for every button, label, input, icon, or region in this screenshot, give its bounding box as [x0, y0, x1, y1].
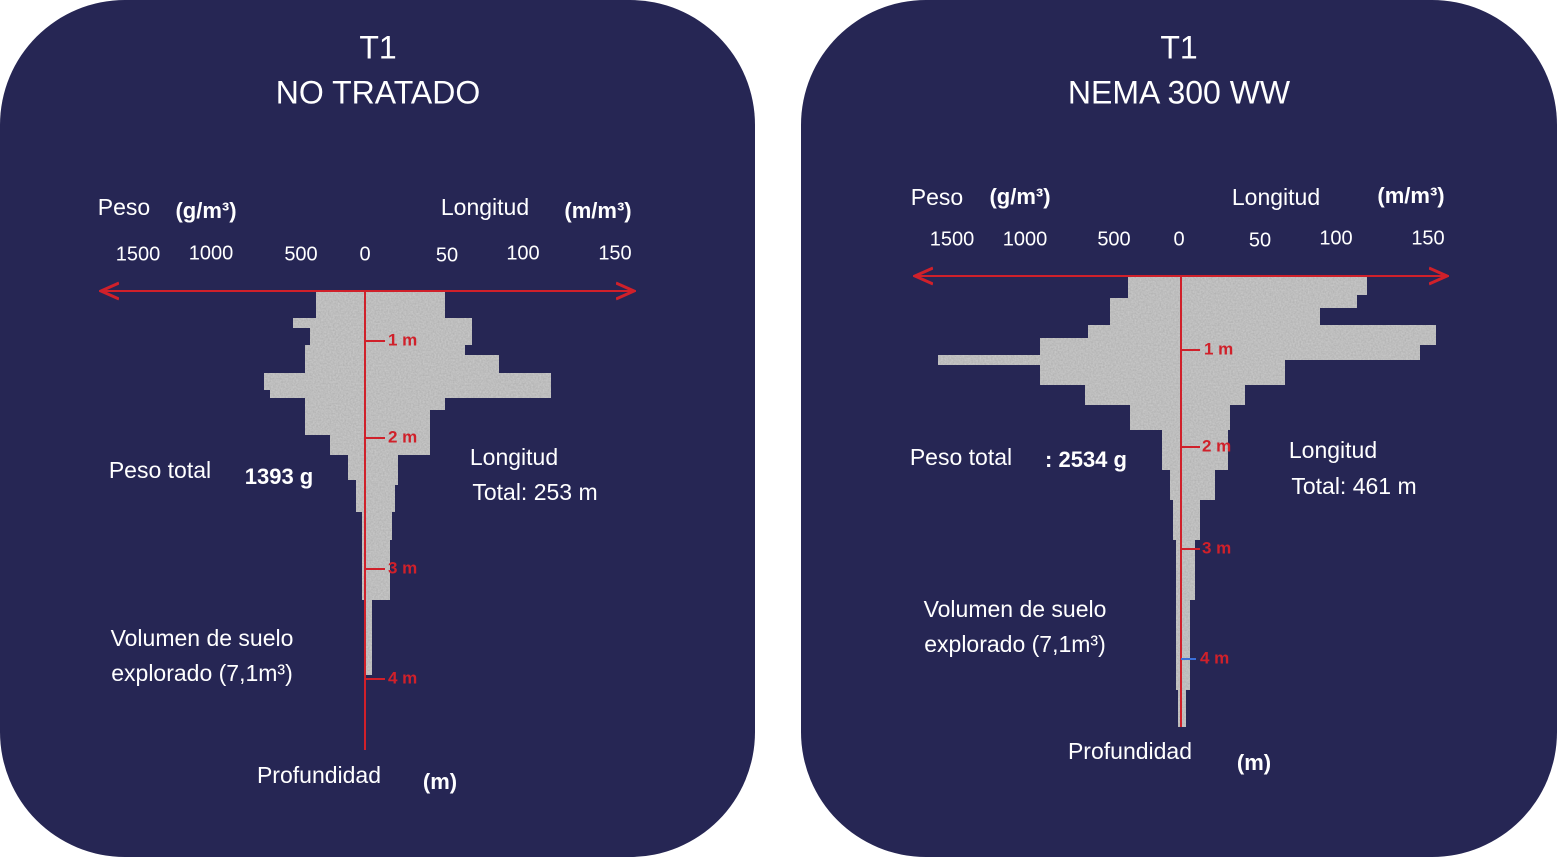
label: Longitud [1232, 184, 1320, 210]
label: Volumen de suelo [111, 625, 294, 651]
tick-label: 500 [1097, 228, 1130, 250]
tick-label: 1000 [189, 242, 234, 264]
title: NEMA 300 WW [1068, 74, 1291, 110]
root-profile [938, 276, 1436, 727]
value: Total: 461 m [1291, 473, 1416, 499]
unit: (m/m³) [1377, 183, 1444, 208]
unit: (m) [1237, 750, 1271, 775]
unit: (m) [423, 769, 457, 794]
unit: (g/m³) [175, 198, 236, 223]
label: Peso total [109, 457, 211, 483]
depth-label: 1 m [388, 330, 417, 349]
depth-label: 1 m [1204, 339, 1233, 358]
tick-label: 0 [1173, 228, 1184, 250]
value: Total: 253 m [472, 479, 597, 505]
value: 1393 g [245, 464, 314, 489]
unit: (g/m³) [989, 184, 1050, 209]
root-profile [264, 291, 551, 675]
label: Peso [98, 194, 150, 220]
tick-label: 50 [1249, 229, 1271, 251]
depth-label: 4 m [388, 668, 417, 687]
depth-label: 3 m [388, 558, 417, 577]
value: : 2534 g [1045, 447, 1127, 472]
panel: T1 NEMA 300 WW Peso (g/m³) Longitud (m/m… [801, 0, 1557, 857]
label: Longitud [470, 444, 558, 470]
tick-label: 1500 [930, 228, 975, 250]
label: Volumen de suelo [924, 596, 1107, 622]
depth-ticks [365, 340, 385, 680]
depth-ticks [1181, 349, 1200, 660]
depth-label: 2 m [388, 427, 417, 446]
tick-label: 0 [359, 243, 370, 265]
title: NO TRATADO [276, 74, 480, 110]
tick-label: 1500 [116, 243, 161, 265]
label: explorado (7,1m³) [111, 660, 293, 686]
label: Peso total [910, 444, 1012, 470]
label: Profundidad [1068, 738, 1192, 764]
tick-label: 150 [1411, 227, 1444, 249]
tick-label: 100 [506, 242, 539, 264]
panel: T1 NO TRATADO Peso (g/m³) Longitud (m/m³… [0, 0, 755, 857]
label: Peso [911, 184, 963, 210]
title: T1 [1160, 29, 1197, 65]
tick-label: 150 [598, 242, 631, 264]
title: T1 [359, 29, 396, 65]
depth-label: 4 m [1200, 648, 1229, 667]
depth-label: 3 m [1202, 538, 1231, 557]
tick-label: 50 [436, 244, 458, 266]
tick-label: 500 [284, 243, 317, 265]
unit: (m/m³) [564, 198, 631, 223]
label: explorado (7,1m³) [924, 631, 1106, 657]
label: Longitud [1289, 437, 1377, 463]
depth-label: 2 m [1202, 436, 1231, 455]
tick-label: 100 [1319, 227, 1352, 249]
label: Longitud [441, 194, 529, 220]
label: Profundidad [257, 762, 381, 788]
tick-label: 1000 [1003, 228, 1048, 250]
